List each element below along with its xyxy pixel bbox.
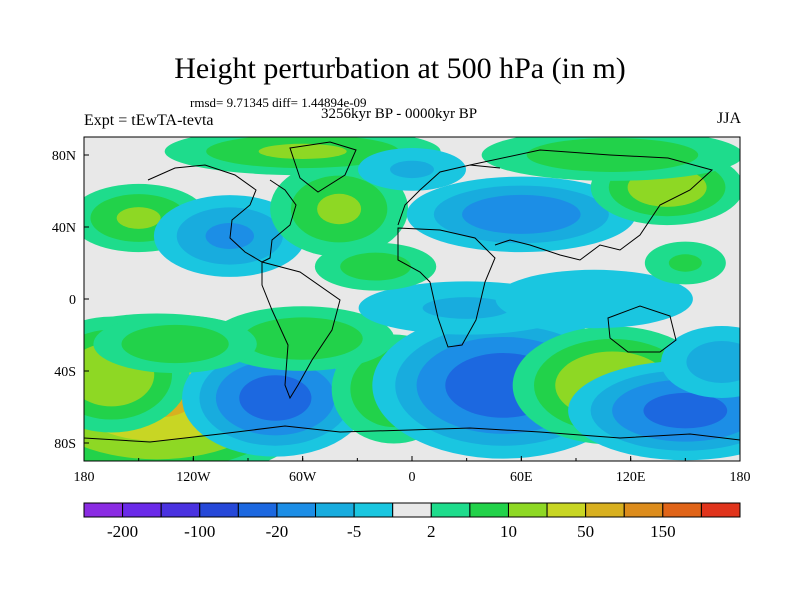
- x-axis: 180 120W 60W 0 60E 120E 180: [74, 456, 751, 485]
- colorbar: -200 -100 -20 -5 2 10 50 150: [83, 502, 741, 541]
- colorbar-swatch: [507, 502, 548, 518]
- colorbar-label: -200: [107, 522, 138, 541]
- anomaly-7: [661, 326, 740, 398]
- contour-level-1: [121, 324, 229, 364]
- contour-level-1: [389, 160, 435, 179]
- coastline-south-america: [261, 261, 341, 400]
- anomaly-14: [270, 161, 409, 257]
- colorbar-swatch: [122, 502, 162, 518]
- y-tick-label: 80S: [54, 437, 76, 452]
- colorbar-swatch: [662, 502, 702, 518]
- colorbar-swatch: [315, 502, 355, 518]
- anomaly-21: [357, 148, 467, 191]
- coastline-north-america: [147, 164, 297, 263]
- colorbar-label: -100: [184, 522, 215, 541]
- y-axis: 80N 40N 0 40S 80S: [52, 149, 89, 452]
- anomaly-19: [314, 242, 437, 291]
- colorbar-label: -5: [347, 522, 361, 541]
- contour-level-2: [462, 194, 581, 234]
- contour-level-1: [686, 341, 740, 383]
- colorbar-swatch: [199, 502, 239, 518]
- contour-level-3: [643, 392, 728, 429]
- y-tick-label: 80N: [52, 149, 76, 164]
- contour-level-1: [422, 297, 511, 319]
- anomaly-11: [495, 269, 693, 329]
- period-text: 3256kyr BP - 0000kyr BP: [321, 106, 478, 122]
- contour-level-1: [340, 252, 411, 281]
- x-tick-label: 60E: [510, 470, 533, 485]
- colorbar-swatch: [430, 502, 471, 518]
- coastline-antarctica: [84, 425, 740, 443]
- x-tick-label: 180: [730, 470, 751, 485]
- colorbar-swatch: [160, 502, 201, 518]
- coastline-asia: [469, 149, 714, 261]
- coastline-europe: [397, 164, 501, 226]
- colorbar-swatch: [353, 502, 394, 518]
- colorbar-label: 2: [427, 522, 436, 541]
- contour-field: [84, 137, 740, 461]
- experiment-label: Expt = tEwTA-tevta: [84, 112, 214, 129]
- contour-level-2: [317, 193, 362, 225]
- y-tick-label: 40S: [54, 365, 76, 380]
- contour-level-1: [242, 317, 363, 360]
- anomaly-15: [406, 176, 636, 253]
- x-tick-label: 120E: [616, 470, 646, 485]
- chart-title: Height perturbation at 500 hPa (in m): [174, 52, 626, 85]
- colorbar-swatch: [392, 502, 432, 518]
- x-tick-label: 0: [409, 470, 416, 485]
- contour-level-1: [668, 254, 702, 272]
- colorbar-label: 10: [500, 522, 517, 541]
- colorbar-label: -20: [266, 522, 289, 541]
- stats-text: rmsd= 9.71345 diff= 1.44894e-09: [190, 95, 367, 110]
- colorbar-swatch: [700, 502, 741, 518]
- y-tick-label: 0: [69, 293, 76, 308]
- coastline-greenland: [289, 141, 357, 193]
- season-label: JJA: [716, 110, 741, 127]
- y-tick-label: 40N: [52, 221, 76, 236]
- colorbar-swatch: [276, 502, 317, 518]
- coastlines: [84, 141, 740, 443]
- colorbar-swatch: [623, 502, 664, 518]
- anomaly-20: [644, 241, 726, 285]
- colorbar-swatch: [237, 502, 278, 518]
- colorbar-swatch: [546, 502, 587, 518]
- x-tick-label: 180: [74, 470, 95, 485]
- contour-level-3: [239, 375, 312, 421]
- colorbar-swatch: [585, 502, 625, 518]
- anomaly-9: [93, 314, 257, 374]
- x-tick-label: 120W: [176, 470, 211, 485]
- contour-level-0: [495, 269, 693, 329]
- coastline-australia: [607, 305, 677, 353]
- colorbar-label: 50: [577, 522, 594, 541]
- coastline-africa: [397, 227, 496, 348]
- colorbar-swatch: [469, 502, 509, 518]
- colorbar-label: 150: [650, 522, 676, 541]
- contour-level-2: [258, 143, 347, 160]
- colorbar-swatch: [83, 502, 124, 518]
- contour-level-2: [116, 207, 161, 229]
- x-tick-label: 60W: [289, 470, 317, 485]
